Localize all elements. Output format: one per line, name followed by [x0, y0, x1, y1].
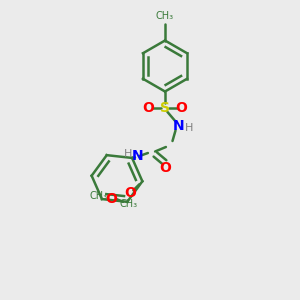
Text: O: O	[124, 186, 136, 200]
Text: N: N	[132, 149, 144, 163]
Text: CH₃: CH₃	[156, 11, 174, 21]
Text: O: O	[159, 161, 171, 175]
Text: O: O	[106, 192, 118, 206]
Text: N: N	[173, 119, 184, 133]
Text: CH₃: CH₃	[90, 191, 108, 201]
Text: O: O	[142, 101, 154, 115]
Text: H: H	[124, 149, 132, 160]
Text: O: O	[176, 101, 188, 115]
Text: H: H	[185, 123, 194, 134]
Text: S: S	[160, 101, 170, 115]
Text: CH₃: CH₃	[120, 199, 138, 209]
